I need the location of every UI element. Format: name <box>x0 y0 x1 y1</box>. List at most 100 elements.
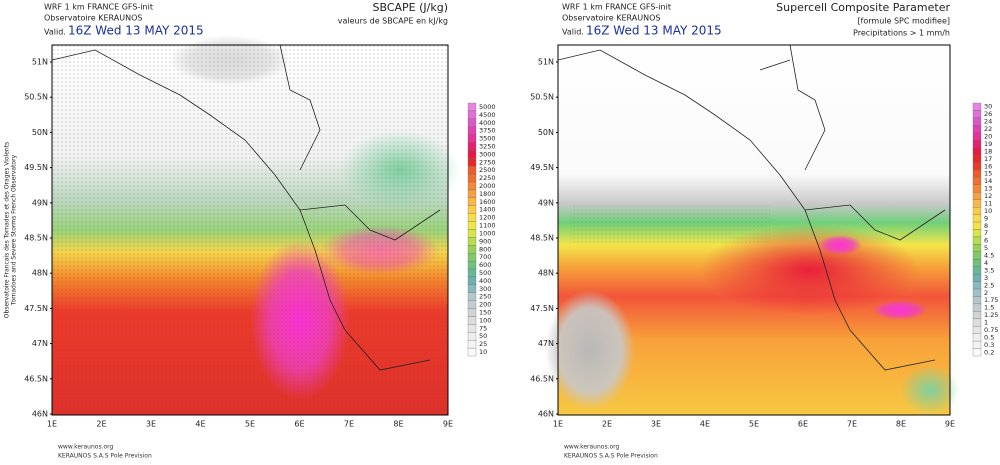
scale-bin <box>972 154 982 163</box>
scale-label: 4000 <box>479 119 496 127</box>
lon-label: 9E <box>443 420 453 429</box>
lat-label: 48.5N <box>24 234 48 243</box>
lat-label: 49N <box>538 198 554 207</box>
scale-bin <box>467 166 477 175</box>
scale-bin <box>467 284 477 293</box>
scale-bin <box>972 140 982 148</box>
scale-bin <box>467 118 477 127</box>
lon-label: 6E <box>798 420 808 429</box>
scale-label: 12 <box>984 192 992 200</box>
scale-label: 1800 <box>479 190 496 198</box>
scp-low <box>545 290 635 410</box>
scale-label: 19 <box>984 140 992 148</box>
scale-bin <box>467 324 477 333</box>
scale-label: 0.5 <box>984 333 994 341</box>
scale-bin <box>972 311 982 319</box>
map-subtitle: valeurs de SBCAPE en kJ/kg <box>338 17 448 26</box>
scale-bin <box>972 318 982 327</box>
lat-label: 50N <box>32 128 48 137</box>
scale-label: 2000 <box>479 182 496 190</box>
lat-label: 50N <box>538 128 554 137</box>
scale-label: 20 <box>984 132 992 140</box>
scale-label: 13 <box>984 185 992 193</box>
scale-label: 1000 <box>479 229 496 237</box>
scale-label: 0.3 <box>984 341 994 349</box>
scale-label: 5 <box>984 244 988 252</box>
side-text: Tornadoes and Severe Storms French Obser… <box>11 154 18 306</box>
scale-label: 1400 <box>479 206 496 214</box>
scale-bin <box>972 229 982 238</box>
lat-label: 49.5N <box>24 163 48 172</box>
scale-bin <box>467 181 477 191</box>
map-frame <box>51 44 449 416</box>
lat-label: 48.5N <box>530 234 554 243</box>
scale-bin <box>467 260 477 270</box>
lat-label: 48N <box>32 269 48 278</box>
scale-bin <box>467 340 477 349</box>
map-frame <box>557 44 951 416</box>
scale-bin <box>467 237 477 246</box>
scale-label: 4 <box>984 259 988 267</box>
header-line: Observatoire KERAUNOS <box>44 14 142 23</box>
lon-label: 9E <box>945 420 955 429</box>
header-line: WRF 1 km FRANCE GFS-init <box>562 3 671 12</box>
lat-label: 46.5N <box>24 374 48 383</box>
border <box>51 44 441 371</box>
map-left <box>51 35 460 416</box>
scale-label: 22 <box>984 125 992 133</box>
scale-bin <box>972 259 982 267</box>
scale-bin <box>972 251 982 260</box>
scale-label: 16 <box>984 162 992 170</box>
map-title: Supercell Composite Parameter <box>776 1 950 14</box>
scale-bin <box>467 197 477 206</box>
scp-low <box>900 365 960 415</box>
scale-bin <box>972 162 982 171</box>
scale-label: 17 <box>984 155 992 163</box>
lat-label: 47.5N <box>530 304 554 313</box>
scale-bin <box>467 102 477 112</box>
scp-high <box>700 225 920 315</box>
scale-label: 200 <box>479 301 491 309</box>
scale-bin <box>972 296 982 305</box>
scale-bin <box>467 150 477 159</box>
lat-label: 47N <box>32 339 48 348</box>
scale-bin <box>467 174 477 183</box>
scale-bin <box>972 288 982 297</box>
scale-bin <box>467 245 477 254</box>
scale-bin <box>467 134 477 143</box>
scale-bin <box>972 184 982 193</box>
footer: www.keraunos.org <box>58 444 114 451</box>
scale-bin <box>972 348 982 357</box>
scale-bin <box>972 266 982 275</box>
lat-label: 47.5N <box>24 304 48 313</box>
lon-label: 8E <box>393 420 403 429</box>
scale-label: 10 <box>984 207 992 215</box>
scale-label: 4500 <box>479 111 496 119</box>
lon-label: 6E <box>294 420 304 429</box>
lon-label: 1E <box>47 420 57 429</box>
lat-label: 46N <box>32 410 48 419</box>
lon-label: 3E <box>651 420 661 429</box>
scale-label: 6 <box>984 237 988 245</box>
scale-bin <box>972 236 982 245</box>
scale-label: 1 <box>984 319 988 327</box>
lon-label: 4E <box>700 420 710 429</box>
lat-label: 50.5N <box>530 93 554 102</box>
scale-label: 3.5 <box>984 266 994 274</box>
scale-bin <box>467 189 477 199</box>
scale-label: 5000 <box>479 103 496 111</box>
scale-bin <box>467 221 477 230</box>
scale-bin <box>467 276 477 285</box>
scale-label: 30 <box>984 103 992 111</box>
scale-label: 500 <box>479 269 491 277</box>
lat-label: 51N <box>538 58 554 67</box>
side-text: Observatoire Francais des Tornades et de… <box>4 142 11 318</box>
scale-bin <box>467 126 477 135</box>
scale-label: 24 <box>984 118 992 126</box>
scale-bin <box>467 300 477 309</box>
scale-label: 10 <box>479 348 487 356</box>
scale-label: 900 <box>479 237 491 245</box>
scale-label: 2250 <box>479 174 496 182</box>
scale-bin <box>972 110 982 119</box>
scale-label: 2500 <box>479 166 496 174</box>
